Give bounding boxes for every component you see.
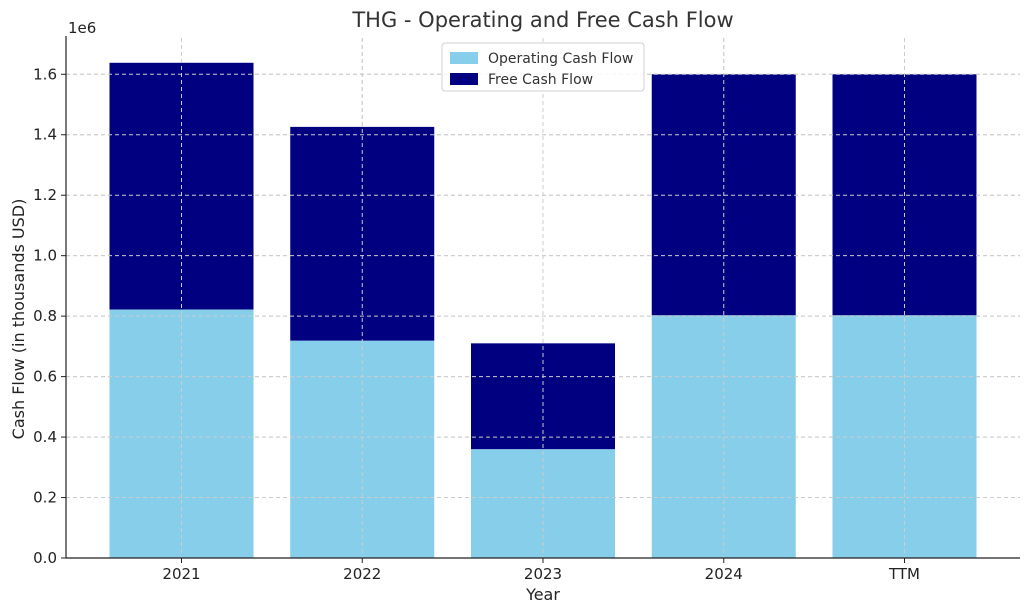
x-tick-label: TTM [888, 565, 920, 583]
legend-frame [441, 42, 645, 92]
legend: Operating Cash Flow Free Cash Flow [441, 42, 645, 92]
x-tick-label: 2021 [162, 565, 200, 583]
legend-swatch [450, 52, 478, 64]
bar-operating-cash-flow-2022 [290, 340, 435, 558]
legend-entry-label: Free Cash Flow [488, 72, 593, 88]
x-tick-label: 2024 [705, 565, 743, 583]
y-tick-label: 0.4 [33, 428, 57, 446]
axes: 0.0 0.2 0.4 0.6 0.8 1.0 1.2 1.4 1.6 2021 2022 2023 2… [33, 36, 1020, 583]
legend-entry-label: Operating Cash Flow [488, 51, 633, 67]
y-axis-label: Cash Flow (in thousands USD) [9, 199, 28, 440]
y-tick-label: 0.6 [33, 368, 57, 386]
y-tick-label: 1.4 [33, 126, 57, 144]
y-tick-label: 0.0 [33, 549, 57, 567]
bars [66, 38, 1020, 559]
x-axis-label: Year [525, 585, 560, 604]
y-tick-label: 1.2 [33, 186, 57, 204]
y-tick-label: 0.2 [33, 489, 57, 507]
y-axis-offset-label: 1e6 [68, 19, 96, 37]
chart-title: THG - Operating and Free Cash Flow [351, 8, 733, 32]
x-tick-label: 2022 [343, 565, 381, 583]
legend-swatch [450, 73, 478, 85]
y-tick-label: 0.8 [33, 307, 57, 325]
x-tick-label: 2023 [524, 565, 562, 583]
y-tick-label: 1.6 [33, 65, 57, 83]
y-tick-label: 1.0 [33, 247, 57, 265]
